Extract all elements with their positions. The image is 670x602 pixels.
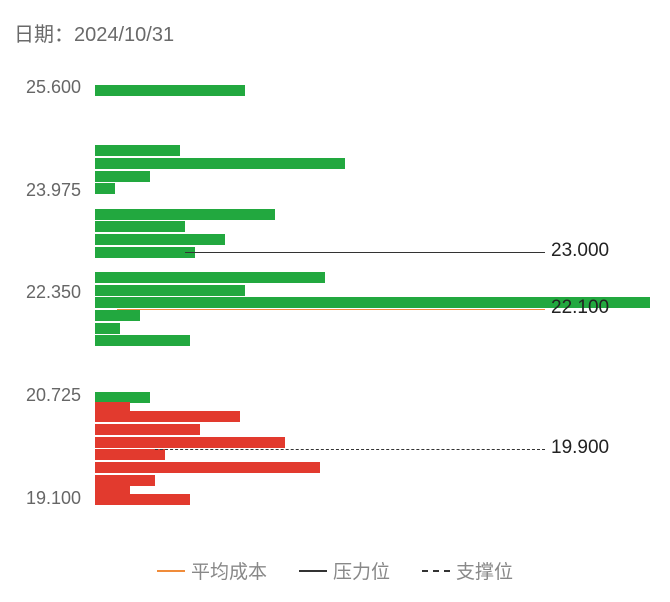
volume-bar xyxy=(95,323,120,334)
volume-bar xyxy=(95,494,190,505)
date-value: 2024/10/31 xyxy=(74,24,174,46)
legend-label: 压力位 xyxy=(333,557,390,584)
volume-bar xyxy=(95,272,325,283)
volume-bar xyxy=(95,449,165,460)
volume-bar xyxy=(95,209,275,220)
volume-bar xyxy=(95,85,245,96)
legend-item: 支撑位 xyxy=(422,557,513,584)
volume-bar xyxy=(95,424,200,435)
volume-bar xyxy=(95,335,190,346)
volume-bar xyxy=(95,183,115,194)
volume-bar xyxy=(95,411,240,422)
legend-label: 支撑位 xyxy=(456,557,513,584)
volume-bar xyxy=(95,310,140,321)
date-header: 日期：2024/10/31 xyxy=(14,18,174,47)
avg-line xyxy=(117,309,545,310)
pressure-label: 23.000 xyxy=(551,240,609,262)
volume-bar xyxy=(95,462,320,473)
legend-swatch xyxy=(422,570,450,572)
legend-swatch xyxy=(157,570,185,572)
legend-swatch xyxy=(299,570,327,572)
y-axis-tick: 19.100 xyxy=(6,488,81,509)
y-axis-tick: 25.600 xyxy=(6,77,81,98)
y-axis-tick: 23.975 xyxy=(6,180,81,201)
y-axis-tick: 22.350 xyxy=(6,282,81,303)
legend-item: 压力位 xyxy=(299,557,390,584)
volume-bar xyxy=(95,437,285,448)
pressure-line xyxy=(185,252,545,253)
legend-label: 平均成本 xyxy=(191,557,267,584)
avg-label: 22.100 xyxy=(551,297,609,319)
volume-bar xyxy=(95,285,245,296)
volume-bar xyxy=(95,247,195,258)
support-line xyxy=(155,449,545,450)
volume-bar xyxy=(95,221,185,232)
support-label: 19.900 xyxy=(551,437,609,459)
volume-bar xyxy=(95,145,180,156)
price-distribution-chart: 25.600 23.975 22.350 20.725 19.100 23.000 22.1… xyxy=(0,75,670,515)
volume-bar xyxy=(95,158,345,169)
y-axis-tick: 20.725 xyxy=(6,385,81,406)
date-prefix: 日期： xyxy=(14,24,74,46)
volume-bar xyxy=(95,234,225,245)
volume-bar xyxy=(95,171,150,182)
chart-legend: 平均成本 压力位 支撑位 xyxy=(0,557,670,584)
legend-item: 平均成本 xyxy=(157,557,267,584)
